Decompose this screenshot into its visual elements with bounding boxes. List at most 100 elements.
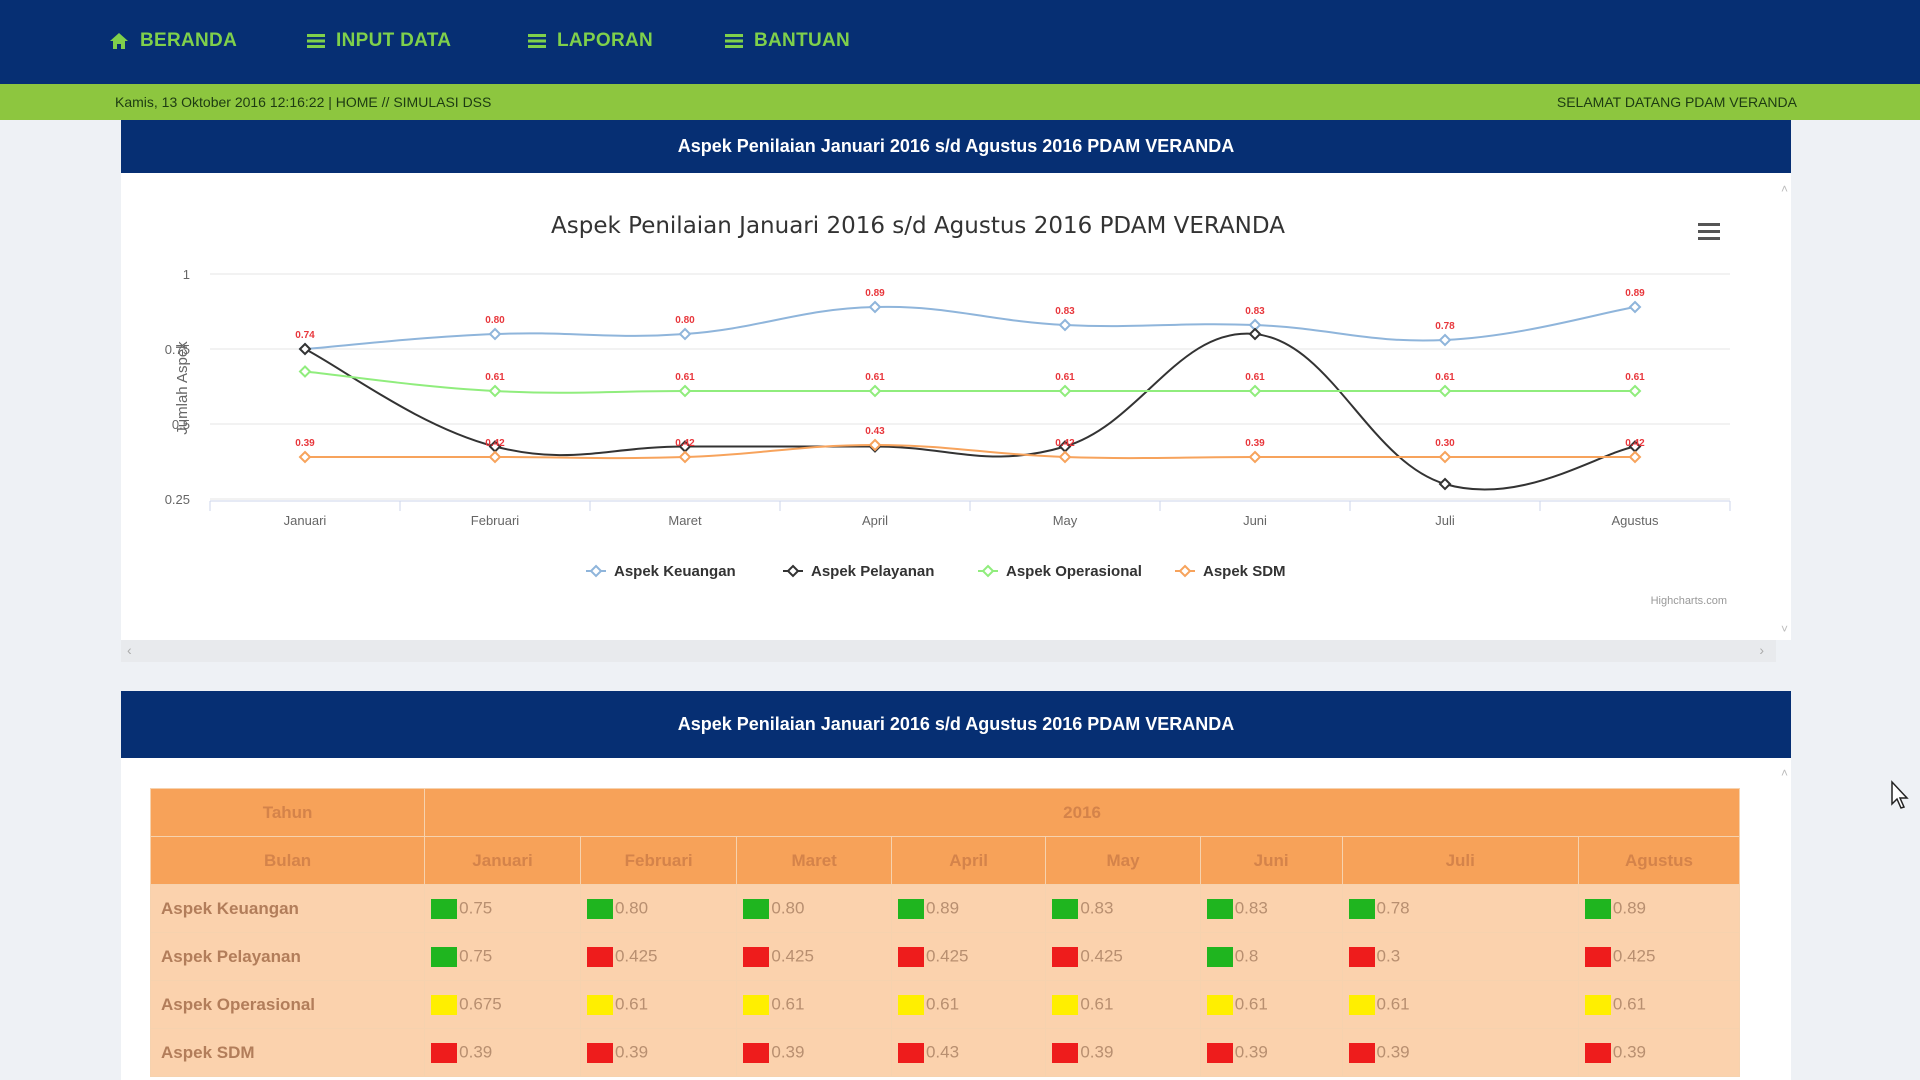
nav-bantuan[interactable]: BANTUAN	[724, 24, 850, 58]
data-point[interactable]	[1248, 327, 1262, 341]
value-cell: 0.39	[1045, 1028, 1201, 1077]
value-cell: 0.80	[736, 884, 892, 933]
legend-marker-icon	[981, 564, 995, 578]
data-label: 0.30	[1435, 438, 1455, 449]
month-label: Bulan	[149, 836, 426, 885]
legend-item[interactable]: Aspek Keuangan	[586, 563, 736, 580]
chart-panel: Aspek Penilaian Januari 2016 s/d Agustus…	[121, 173, 1791, 640]
cell-value: 0.61	[771, 994, 805, 1014]
value-cell: 0.425	[579, 932, 738, 981]
value-cell: 0.80	[579, 884, 738, 933]
cell-value: 0.675	[459, 994, 502, 1014]
status-indicator	[897, 898, 924, 919]
year-value: 2016	[424, 788, 1740, 837]
data-point[interactable]	[488, 450, 502, 464]
horizontal-scrollbar[interactable]: ‹ ›	[121, 640, 1776, 662]
nav-input-data-label: INPUT DATA	[336, 30, 452, 51]
data-point[interactable]	[1438, 384, 1452, 398]
data-label: 0.42	[485, 438, 505, 449]
series-line	[305, 443, 1635, 460]
data-point[interactable]	[678, 450, 692, 464]
table-panel-header: Aspek Penilaian Januari 2016 s/d Agustus…	[121, 691, 1791, 758]
legend-label: Aspek Keuangan	[614, 563, 736, 580]
table-header-row-year: Tahun 2016	[149, 788, 1740, 837]
status-indicator	[1052, 898, 1079, 919]
legend-item[interactable]: Aspek Pelayanan	[783, 563, 934, 580]
month-header: Maret	[736, 836, 892, 885]
value-cell: 0.425	[736, 932, 892, 981]
value-cell: 0.675	[424, 980, 581, 1029]
value-cell: 0.83	[1045, 884, 1201, 933]
data-point[interactable]	[868, 438, 882, 452]
row-label: Aspek Operasional	[149, 980, 426, 1029]
status-indicator	[1052, 946, 1079, 967]
data-point[interactable]	[1058, 318, 1072, 332]
data-point[interactable]	[868, 384, 882, 398]
y-tick-label: 0.75	[165, 342, 190, 357]
data-label: 0.61	[675, 372, 695, 383]
x-tick-label: Februari	[471, 513, 520, 528]
data-point[interactable]	[298, 342, 312, 356]
list-icon	[528, 34, 546, 48]
x-tick-label: Juli	[1435, 513, 1455, 528]
scroll-left-arrow[interactable]: ‹	[127, 642, 132, 658]
data-point[interactable]	[298, 365, 312, 378]
table-row: Aspek Operasional 0.675 0.61 0.61 0.61 0.61 0.…	[149, 980, 1741, 1029]
data-point[interactable]	[1628, 450, 1642, 464]
legend-label: Aspek SDM	[1203, 563, 1286, 580]
data-point[interactable]	[1248, 384, 1262, 398]
row-label: Aspek Keuangan	[149, 884, 426, 933]
value-cell: 0.75	[424, 884, 581, 933]
status-indicator	[743, 1042, 770, 1063]
x-tick-label: Juni	[1243, 513, 1267, 528]
cell-value: 0.75	[459, 946, 493, 966]
data-label: 0.80	[485, 315, 505, 326]
data-point[interactable]	[1438, 477, 1452, 491]
month-header: Juli	[1341, 836, 1579, 885]
data-point[interactable]	[1438, 333, 1452, 347]
value-cell: 0.39	[424, 1028, 581, 1077]
cell-value: 0.61	[1234, 994, 1268, 1014]
value-cell: 0.425	[890, 932, 1047, 981]
status-indicator	[1584, 1042, 1611, 1063]
series-line	[304, 370, 1635, 394]
data-label: 0.42	[1625, 438, 1645, 449]
nav-input-data[interactable]: INPUT DATA	[306, 24, 451, 58]
scroll-up-arrow[interactable]: ˄	[1781, 766, 1789, 780]
scroll-right-arrow[interactable]: ›	[1759, 642, 1764, 658]
data-point[interactable]	[488, 384, 502, 398]
nav-laporan[interactable]: LAPORAN	[527, 24, 653, 58]
status-indicator	[1348, 946, 1375, 967]
status-indicator	[1348, 994, 1375, 1015]
status-indicator	[431, 1042, 458, 1063]
data-point[interactable]	[678, 327, 692, 341]
data-point[interactable]	[298, 450, 312, 464]
scroll-down-arrow[interactable]: ˅	[1781, 622, 1788, 636]
scroll-up-arrow[interactable]: ˄	[1781, 182, 1788, 196]
list-icon	[725, 34, 743, 48]
data-point[interactable]	[1058, 384, 1072, 398]
status-indicator	[586, 1042, 613, 1063]
data-label: 0.39	[295, 438, 315, 449]
cell-value: 0.61	[1376, 994, 1410, 1014]
nav-beranda[interactable]: BERANDA	[108, 24, 237, 58]
data-label: 0.89	[865, 288, 885, 299]
data-point[interactable]	[1058, 450, 1072, 464]
legend-item[interactable]: Aspek SDM	[1175, 563, 1286, 580]
month-header: Agustus	[1577, 836, 1741, 885]
data-point[interactable]	[1248, 450, 1262, 464]
data-point[interactable]	[1438, 450, 1452, 464]
cell-value: 0.83	[1080, 898, 1114, 918]
cell-value: 0.80	[614, 898, 649, 918]
data-point[interactable]	[868, 300, 882, 314]
menu-icon[interactable]	[1698, 223, 1720, 240]
data-point[interactable]	[1628, 384, 1642, 398]
chart-credit: Highcharts.com	[1651, 595, 1727, 607]
data-label: 0.61	[865, 372, 885, 383]
data-point[interactable]	[488, 327, 502, 341]
data-point[interactable]	[678, 384, 692, 398]
data-point[interactable]	[1628, 300, 1642, 314]
legend-item[interactable]: Aspek Operasional	[978, 563, 1142, 580]
cell-value: 0.8	[1234, 946, 1259, 966]
status-indicator	[1584, 898, 1611, 919]
